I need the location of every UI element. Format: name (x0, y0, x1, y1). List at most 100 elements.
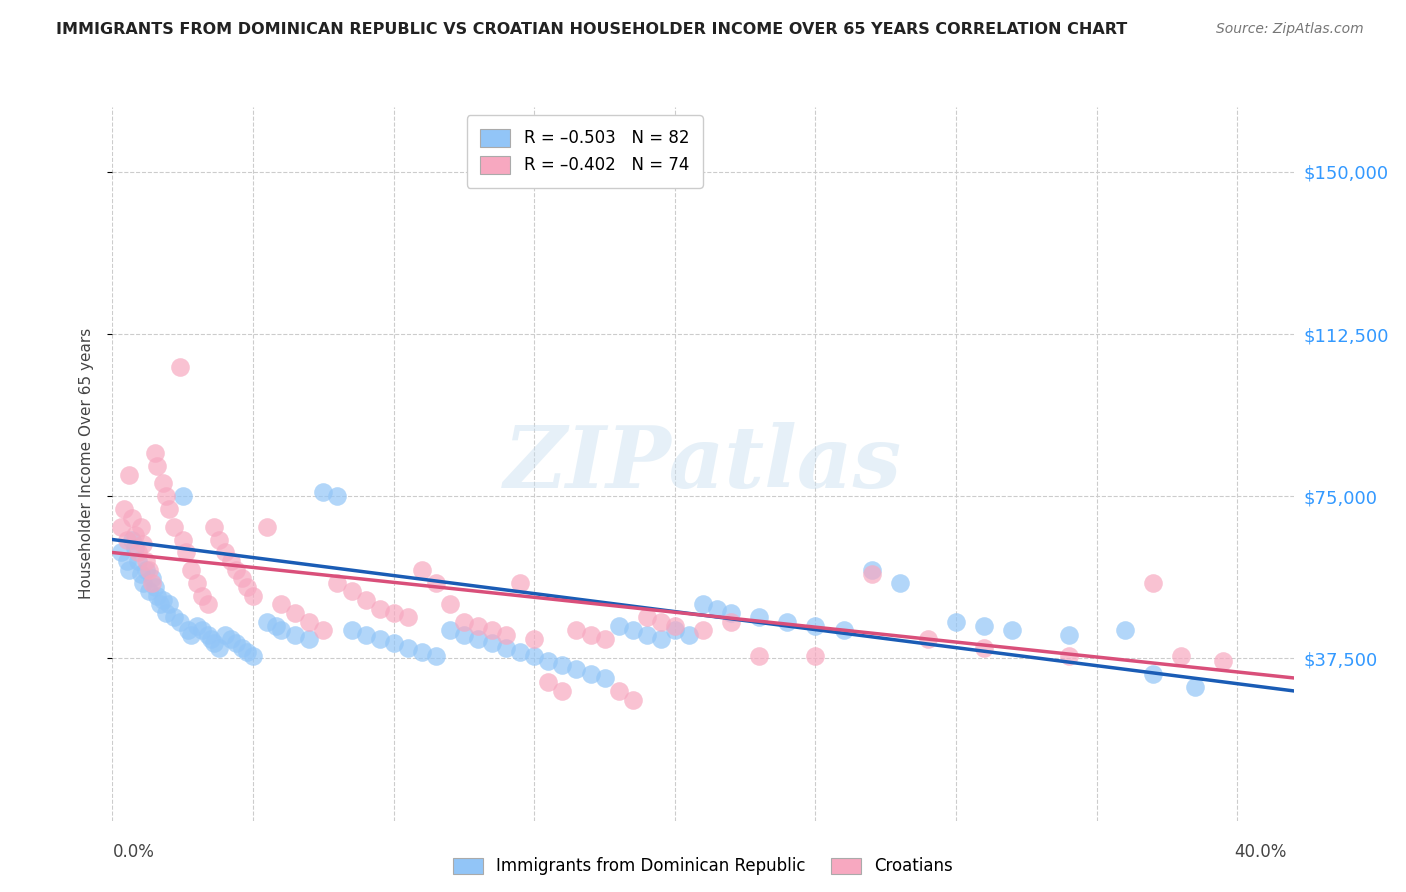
Point (917, 632, 939, 646)
Point (115, 533, 138, 547)
Text: 0.0%: 0.0% (112, 843, 155, 861)
Text: ZIPatlas: ZIPatlas (503, 422, 903, 506)
Point (425, 575, 447, 590)
Point (579, 666, 602, 681)
Point (121, 511, 143, 525)
Point (1001, 624, 1024, 638)
Point (118, 467, 141, 482)
Point (172, 533, 194, 547)
Point (551, 657, 574, 672)
Point (231, 571, 253, 585)
Point (804, 649, 827, 664)
Point (1184, 680, 1206, 694)
Point (509, 645, 531, 659)
Point (149, 598, 172, 612)
Point (180, 563, 202, 577)
Point (312, 485, 335, 500)
Legend: Immigrants from Dominican Republic, Croatians: Immigrants from Dominican Republic, Croa… (444, 849, 962, 884)
Point (200, 632, 222, 646)
Point (152, 593, 174, 607)
Point (453, 615, 475, 629)
Point (354, 628, 377, 642)
Point (593, 671, 616, 685)
Point (495, 640, 517, 655)
Point (396, 640, 419, 655)
Point (565, 624, 588, 638)
Point (523, 649, 546, 664)
Point (439, 624, 461, 638)
Point (264, 619, 287, 633)
Point (523, 632, 546, 646)
Point (509, 575, 531, 590)
Point (607, 619, 630, 633)
Point (143, 446, 166, 460)
Point (593, 632, 616, 646)
Point (197, 598, 219, 612)
Point (186, 619, 208, 633)
Point (706, 601, 728, 615)
Point (537, 675, 560, 690)
Point (219, 554, 242, 568)
Point (495, 628, 517, 642)
Point (135, 554, 157, 568)
Point (860, 567, 883, 582)
Point (115, 554, 138, 568)
Y-axis label: Householder Income Over 65 years: Householder Income Over 65 years (79, 328, 94, 599)
Point (174, 545, 197, 559)
Point (242, 589, 264, 603)
Point (1170, 649, 1192, 664)
Point (146, 458, 169, 473)
Point (804, 619, 827, 633)
Point (945, 615, 967, 629)
Point (138, 563, 160, 577)
Point (748, 610, 770, 624)
Point (110, 519, 132, 533)
Point (354, 593, 377, 607)
Point (481, 624, 503, 638)
Point (180, 628, 202, 642)
Point (270, 598, 292, 612)
Point (236, 580, 259, 594)
Point (889, 575, 911, 590)
Point (678, 628, 700, 642)
Point (127, 545, 149, 559)
Point (124, 528, 146, 542)
Point (1057, 628, 1080, 642)
Point (214, 628, 236, 642)
Point (169, 359, 191, 374)
Point (214, 545, 236, 559)
Point (692, 598, 714, 612)
Point (579, 628, 602, 642)
Point (129, 567, 152, 582)
Point (326, 489, 349, 503)
Point (270, 624, 292, 638)
Point (141, 575, 163, 590)
Text: 40.0%: 40.0% (1234, 843, 1286, 861)
Point (157, 598, 180, 612)
Point (155, 606, 177, 620)
Point (776, 615, 799, 629)
Point (186, 575, 208, 590)
Point (1142, 575, 1164, 590)
Point (636, 628, 658, 642)
Point (132, 575, 155, 590)
Point (225, 563, 247, 577)
Point (256, 615, 278, 629)
Point (135, 563, 157, 577)
Point (127, 554, 149, 568)
Point (284, 628, 307, 642)
Point (621, 624, 644, 638)
Point (219, 632, 242, 646)
Point (236, 645, 259, 659)
Point (368, 601, 391, 615)
Point (169, 615, 191, 629)
Point (157, 502, 180, 516)
Point (163, 519, 186, 533)
Point (1142, 666, 1164, 681)
Point (973, 640, 995, 655)
Point (467, 632, 489, 646)
Point (621, 692, 644, 706)
Point (439, 598, 461, 612)
Point (124, 541, 146, 556)
Point (382, 636, 405, 650)
